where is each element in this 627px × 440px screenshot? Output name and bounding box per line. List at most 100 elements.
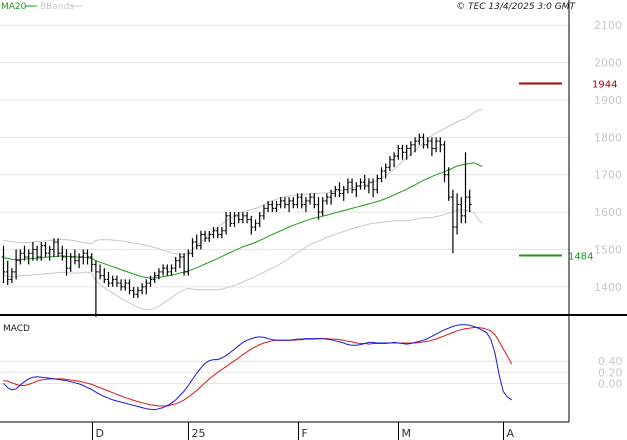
ohlc-bar <box>140 283 144 295</box>
macd-signal-line <box>3 327 513 407</box>
legend: MA20 BBands <box>1 2 82 12</box>
axes: 1400 1500 1600 1700 1800 1900 2000 2100 0.000.20… <box>92 19 623 440</box>
bbands-upper-line <box>3 108 483 256</box>
ohlc-bar <box>10 268 14 284</box>
ohlc-bar <box>329 189 333 205</box>
ohlc-bar <box>220 227 224 239</box>
ohlc-bar <box>64 249 69 276</box>
ohlc-bar <box>207 230 212 242</box>
bbands-lower-line <box>3 209 483 311</box>
x-tick-label: A <box>507 427 515 440</box>
level-support: 1484 <box>519 251 593 262</box>
ohlc-bar <box>320 197 325 216</box>
legend-bbands-label: BBands <box>40 2 74 12</box>
ohlc-bar <box>123 279 128 291</box>
ohlc-bar <box>253 219 258 231</box>
price-levels: 1944 1484 <box>519 80 617 262</box>
macd-panel-title: MACD <box>3 324 30 334</box>
macd-lines <box>3 324 513 411</box>
chart-frame <box>0 0 627 423</box>
ohlc-bar <box>421 133 426 149</box>
ohlc-bar <box>77 253 81 269</box>
ohlc-bar <box>249 215 254 235</box>
ohlc-bar <box>173 256 178 272</box>
ohlc-bar <box>106 271 111 287</box>
ohlc-bar <box>434 137 438 153</box>
ohlc-bar <box>262 204 266 220</box>
bollinger-bands <box>3 108 483 311</box>
ohlc-bar <box>392 152 396 168</box>
ohlc-bar <box>182 253 186 276</box>
ohlc-bar <box>442 141 447 183</box>
ohlc-bar <box>68 253 73 272</box>
ohlc-bar <box>144 279 149 295</box>
macd-tick-label: 0.20 <box>598 366 623 379</box>
macd-grid <box>0 360 569 384</box>
ohlc-bar <box>47 245 52 261</box>
price-tick-label: 1800 <box>594 131 622 144</box>
ohlc-bar <box>157 268 161 280</box>
ohlc-bar <box>152 271 157 284</box>
ohlc-bar <box>304 197 308 213</box>
price-tick-label: 1700 <box>594 169 622 182</box>
macd-tick-label: 0.40 <box>598 355 623 368</box>
level-label: 1484 <box>568 251 593 262</box>
ohlc-bar <box>136 286 140 299</box>
level-resistance: 1944 <box>519 80 617 91</box>
ohlc-bar <box>283 197 287 209</box>
ohlc-bar <box>241 212 245 224</box>
ohlc-bar <box>5 260 10 285</box>
ohlc-bar <box>417 133 422 145</box>
macd-line <box>3 324 512 411</box>
ohlc-bar <box>18 249 23 265</box>
ohlc-bar <box>26 249 31 265</box>
ohlc-bar <box>1 245 6 284</box>
price-tick-label: 2000 <box>594 57 622 70</box>
macd-tick-label: 0.00 <box>598 377 623 390</box>
ohlc-bar <box>400 144 405 160</box>
ohlc-bar <box>375 174 380 194</box>
ohlc-bar <box>98 264 102 280</box>
ohlc-bar <box>308 193 312 205</box>
ohlc-bar <box>35 245 39 261</box>
ohlc-bar <box>22 245 27 261</box>
ohlc-bar <box>14 249 18 280</box>
ohlc-bar <box>203 230 207 242</box>
x-tick-label: M <box>402 427 412 440</box>
ohlc-bar <box>115 275 119 287</box>
ohlc-bar <box>287 197 291 213</box>
ohlc-bar <box>295 193 300 209</box>
ohlc-bar <box>358 178 363 190</box>
price-tick-label: 1900 <box>594 94 622 107</box>
ohlc-bar <box>312 193 317 209</box>
ohlc-bar <box>451 189 455 254</box>
price-grid <box>0 24 569 288</box>
ohlc-bar <box>56 238 60 257</box>
ohlc-bar <box>215 227 220 239</box>
ohlc-bar <box>455 193 459 235</box>
ohlc-bar <box>299 193 304 209</box>
ohlc-bar <box>190 238 195 257</box>
ohlc-bar <box>169 264 174 276</box>
ohlc-bar <box>438 137 443 153</box>
ohlc-bar <box>463 152 468 224</box>
ohlc-bar <box>119 279 123 291</box>
ohlc-bar <box>325 193 329 205</box>
ohlc-bar <box>371 178 375 198</box>
ohlc-bar <box>85 249 90 265</box>
x-tick-label: F <box>302 427 308 440</box>
ohlc-bar <box>131 286 136 299</box>
ohlc-bar <box>379 167 384 183</box>
ohlc-bar <box>350 178 354 194</box>
ohlc-bar <box>388 156 392 171</box>
ohlc-bar <box>236 212 241 224</box>
ohlc-bar <box>413 137 417 153</box>
ohlc-bar <box>459 197 464 224</box>
ohlc-bar <box>291 197 296 209</box>
ohlc-bar <box>94 260 98 317</box>
copyright-text: © TEC 13/4/2025 3:0 GMT <box>456 2 576 12</box>
ohlc-bar <box>446 167 451 201</box>
ohlc-bar <box>102 268 107 284</box>
ohlc-bar <box>467 189 472 213</box>
